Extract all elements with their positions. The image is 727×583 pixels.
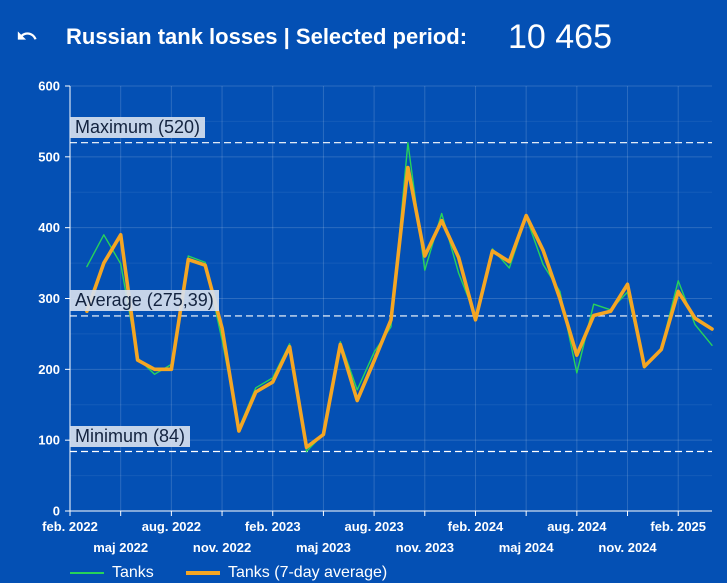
legend-item-tanks-7-day-average[interactable]: Tanks (7-day average) (186, 564, 387, 582)
y-tick-label: 400 (38, 220, 60, 235)
x-tick-label: feb. 2023 (245, 519, 301, 534)
gridlines (70, 85, 712, 511)
legend-item-tanks[interactable]: Tanks (70, 564, 154, 582)
x-tick-label: nov. 2022 (193, 540, 251, 555)
x-tick-label: aug. 2023 (344, 519, 403, 534)
x-tick-label: nov. 2024 (598, 540, 657, 555)
x-tick-label: maj 2023 (296, 540, 351, 555)
x-tick-label: feb. 2025 (650, 519, 706, 534)
legend-swatch-tanks-7-day-average (186, 570, 220, 575)
x-tick-label: maj 2022 (93, 540, 148, 555)
page-title: Russian tank losses | Selected period: (66, 24, 468, 49)
legend-swatch-tanks (70, 571, 104, 574)
legend-label-tanks: Tanks (112, 564, 154, 581)
reference-label-average: Average (275,39) (70, 289, 219, 311)
undo-arrow-icon[interactable] (16, 25, 38, 47)
x-tick-label: maj 2024 (499, 540, 555, 555)
y-tick-label: 600 (38, 79, 60, 94)
series-lines (85, 142, 714, 453)
undo-arrow-icon-graphic (17, 31, 37, 40)
y-tick-label: 0 (53, 504, 60, 519)
y-tick-label: 500 (38, 149, 60, 164)
x-tick-label: nov. 2023 (396, 540, 454, 555)
selected-period-total: 10 465 (508, 18, 612, 56)
series-line-tanks-7-day-average[interactable] (85, 165, 714, 450)
legend-label-tanks-7-day-average: Tanks (7-day average) (228, 564, 388, 581)
x-axis-tick-labels: feb. 2022 maj 2022 aug. 2022 nov. 2022 feb. … (42, 519, 706, 555)
y-tick-label: 200 (38, 362, 60, 377)
reference-label-maximum: Maximum (520) (70, 116, 206, 138)
y-axis-tick-labels: 0 100 200 300 400 500 600 (38, 79, 60, 519)
y-tick-label: 300 (38, 291, 60, 306)
x-tick-label: aug. 2024 (547, 519, 607, 534)
reference-label-minimum: Minimum (84) (70, 425, 191, 447)
x-tick-label: aug. 2022 (142, 519, 201, 534)
y-tick-label: 100 (38, 433, 60, 448)
x-tick-label: feb. 2022 (42, 519, 98, 534)
x-tick-label: feb. 2024 (448, 519, 504, 534)
